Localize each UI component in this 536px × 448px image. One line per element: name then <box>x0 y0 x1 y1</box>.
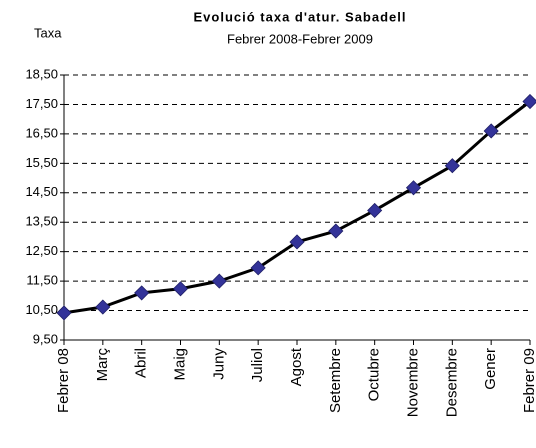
y-tick-label: 9,50 <box>33 331 58 346</box>
data-marker <box>522 93 536 110</box>
data-marker <box>172 281 189 297</box>
x-tick-label: Maig <box>171 348 188 381</box>
data-marker <box>211 273 227 289</box>
y-tick-label: 15,50 <box>25 155 58 170</box>
y-tick-label: 16,50 <box>25 125 58 140</box>
data-marker <box>367 202 383 219</box>
data-marker <box>95 299 111 315</box>
x-tick-label: Octubre <box>366 348 383 401</box>
y-tick-label: 10,50 <box>25 302 58 317</box>
x-tick-label: Desembre <box>443 348 460 417</box>
x-tick-label: Març <box>94 348 111 382</box>
y-axis-label: Taxa <box>34 25 62 40</box>
x-tick-label: Novembre <box>404 348 421 417</box>
x-tick-label: Juny <box>210 348 227 380</box>
chart-subtitle: Febrer 2008-Febrer 2009 <box>227 31 373 46</box>
x-tick-label: Juliol <box>249 348 266 382</box>
y-tick-label: 14,50 <box>25 184 58 199</box>
y-tick-label: 18,50 <box>25 66 58 81</box>
data-marker <box>444 158 460 174</box>
data-marker <box>250 260 266 276</box>
x-tick-label: Febrer 09 <box>521 348 536 413</box>
y-tick-label: 11,50 <box>26 273 58 288</box>
data-marker <box>405 180 422 196</box>
chart-title: Evolució taxa d'atur. Sabadell <box>194 9 407 24</box>
x-tick-label: Febrer 08 <box>55 348 72 413</box>
data-marker <box>289 234 305 250</box>
data-marker <box>328 223 344 239</box>
data-marker <box>134 285 150 301</box>
data-marker <box>56 305 72 321</box>
y-tick-label: 12,50 <box>25 243 58 258</box>
x-tick-label: Gener <box>482 348 499 390</box>
y-tick-label: 17,50 <box>25 96 58 111</box>
x-tick-label: Setembre <box>327 348 344 413</box>
x-tick-label: Agost <box>288 347 305 386</box>
data-marker <box>483 123 499 139</box>
y-tick-label: 13,50 <box>25 214 58 229</box>
x-tick-label: Abril <box>133 348 150 378</box>
